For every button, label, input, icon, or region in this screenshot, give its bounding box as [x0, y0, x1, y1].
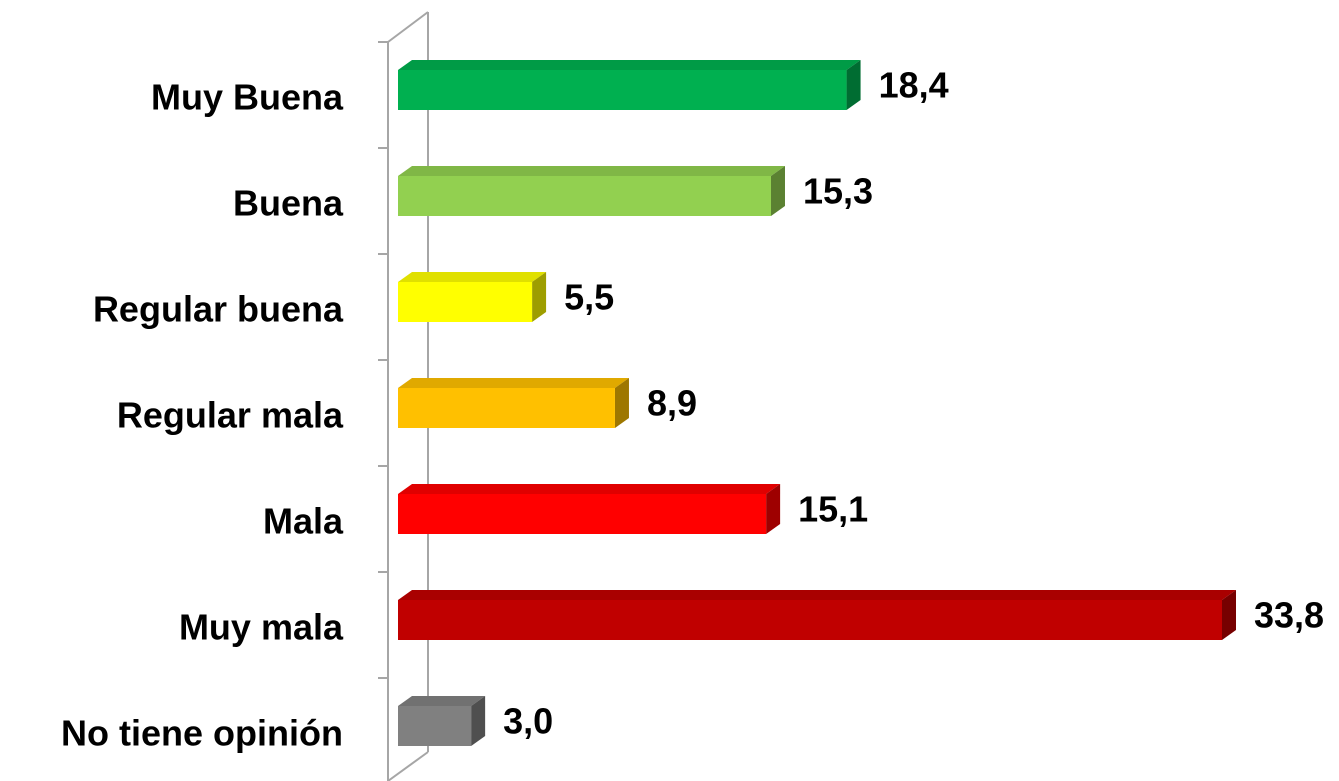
category-label: Buena — [233, 183, 344, 224]
value-label: 5,5 — [564, 277, 614, 318]
bar-side — [1222, 590, 1236, 640]
bar — [398, 590, 1236, 640]
bar-front — [398, 600, 1222, 640]
value-label: 33,8 — [1254, 595, 1324, 636]
category-label: Regular buena — [93, 289, 344, 330]
bar-side — [471, 696, 486, 746]
bar-side — [846, 60, 861, 110]
value-label: 8,9 — [647, 383, 697, 424]
bar-top — [398, 590, 1236, 600]
bar-side — [766, 484, 781, 534]
axis-wall-bottom — [387, 751, 429, 781]
bar-top — [398, 60, 861, 70]
bar-front — [398, 494, 767, 534]
category-label: Muy mala — [179, 607, 344, 648]
bar — [398, 272, 547, 322]
category-label: Regular mala — [117, 395, 344, 436]
bar — [398, 166, 785, 216]
bar-top — [398, 696, 486, 706]
bar-top — [398, 272, 547, 282]
axis-wall-top — [387, 11, 429, 43]
category-label: No tiene opinión — [61, 713, 343, 754]
bar-top — [398, 166, 785, 176]
bar-top — [398, 484, 781, 494]
bar — [398, 484, 781, 534]
bar — [398, 696, 486, 746]
bar — [398, 60, 861, 110]
value-label: 15,3 — [803, 171, 873, 212]
bar-front — [398, 388, 615, 428]
category-label: Muy Buena — [151, 77, 344, 118]
bar — [398, 378, 629, 428]
bar-front — [398, 176, 771, 216]
value-label: 3,0 — [503, 701, 553, 742]
bar-front — [398, 706, 472, 746]
bar-side — [532, 272, 547, 322]
bar-side — [614, 378, 629, 428]
bar-front — [398, 282, 533, 322]
bar-side — [770, 166, 785, 216]
bar-top — [398, 378, 629, 388]
value-label: 18,4 — [879, 65, 949, 106]
category-label: Mala — [263, 501, 344, 542]
value-label: 15,1 — [798, 489, 868, 530]
bar-front — [398, 70, 847, 110]
